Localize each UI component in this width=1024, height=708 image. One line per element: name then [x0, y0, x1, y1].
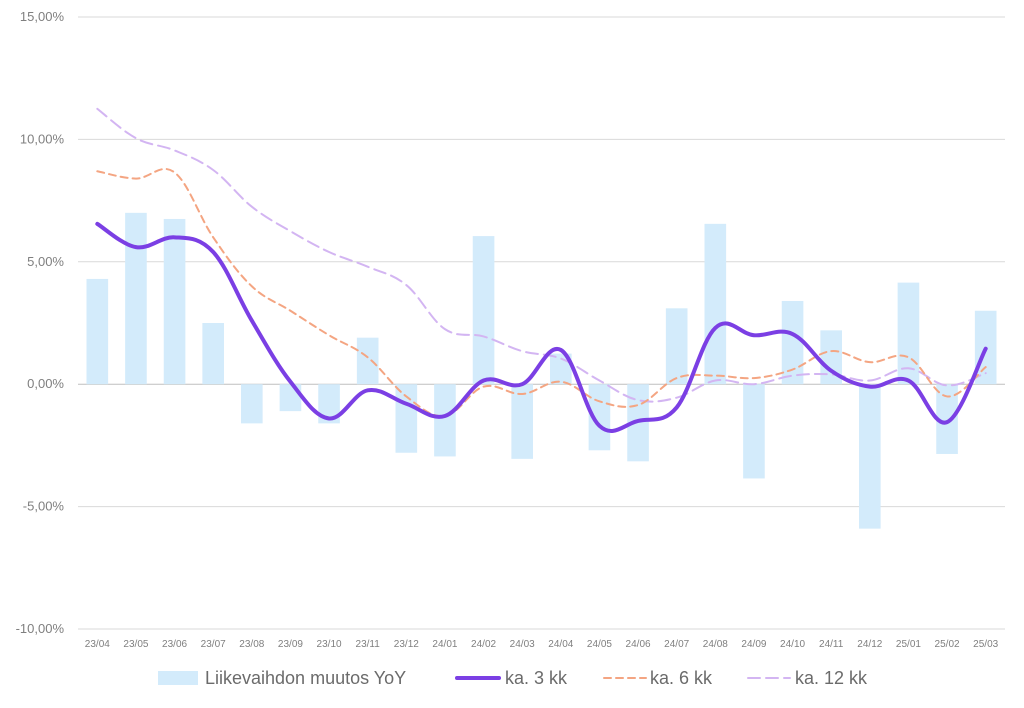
legend-label: ka. 12 kk	[795, 668, 868, 688]
y-tick-label: 15,00%	[20, 9, 65, 24]
x-tick-label: 24/07	[664, 639, 689, 650]
legend-label: ka. 6 kk	[650, 668, 713, 688]
bar	[125, 212, 147, 385]
x-tick-label: 24/09	[741, 639, 766, 650]
x-tick-label: 24/12	[857, 639, 882, 650]
x-tick-label: 24/11	[819, 639, 844, 650]
x-tick-label: 24/01	[432, 639, 457, 650]
legend-swatch	[158, 671, 198, 685]
legend-label: Liikevaihdon muutos YoY	[205, 668, 406, 688]
bar	[279, 384, 302, 412]
bars	[86, 212, 997, 529]
x-tick-label: 24/04	[548, 639, 573, 650]
bar	[588, 384, 611, 451]
x-tick-label: 24/05	[587, 639, 612, 650]
bar	[202, 323, 225, 385]
x-tick-label: 23/09	[278, 639, 303, 650]
bar	[472, 236, 495, 385]
y-tick-label: -5,00%	[23, 499, 65, 514]
x-tick-label: 24/02	[471, 639, 496, 650]
bar	[704, 223, 727, 385]
bar	[820, 330, 843, 385]
x-tick-label: 23/12	[394, 639, 419, 650]
x-tick-label: 25/02	[935, 639, 960, 650]
lines	[95, 107, 988, 433]
legend-label: ka. 3 kk	[505, 668, 568, 688]
bar	[897, 282, 920, 385]
bar	[781, 300, 804, 385]
y-tick-label: 5,00%	[27, 254, 64, 269]
x-tick-label: 25/03	[973, 639, 998, 650]
y-tick-label: 10,00%	[20, 131, 65, 146]
bar	[240, 384, 263, 424]
x-tick-label: 23/06	[162, 639, 187, 650]
x-tick-label: 23/07	[201, 639, 226, 650]
bar	[318, 384, 340, 424]
y-tick-label: -10,00%	[16, 621, 65, 636]
x-tick-label: 24/10	[780, 639, 805, 650]
x-tick-label: 24/08	[703, 639, 728, 650]
bar	[936, 384, 958, 454]
x-tick-label: 24/03	[510, 639, 535, 650]
y-axis: -10,00% -5,00% 0,00% 5,00% 10,00% 15,00%	[16, 9, 65, 636]
bar	[395, 384, 418, 453]
bar	[665, 308, 688, 385]
bar	[356, 337, 379, 385]
x-axis: 23/04 23/05 23/06 23/07 23/08 23/09 23/10 23/11…	[85, 639, 999, 650]
x-tick-label: 23/10	[317, 639, 342, 650]
x-tick-label: 23/08	[239, 639, 264, 650]
gridlines	[78, 16, 1005, 630]
series-line-3kk	[95, 221, 988, 433]
x-tick-label: 23/11	[356, 639, 381, 650]
x-tick-label: 25/01	[896, 639, 921, 650]
y-tick-label: 0,00%	[27, 376, 64, 391]
series-line-6kk	[96, 167, 987, 418]
legend: Liikevaihdon muutos YoY ka. 3 kk ka. 6 kk k…	[158, 668, 868, 688]
bar	[163, 218, 186, 385]
x-tick-label: 24/06	[626, 639, 651, 650]
bar	[511, 384, 534, 459]
series-line-12kk	[96, 107, 987, 403]
bar	[434, 384, 456, 457]
bar	[743, 384, 765, 479]
x-tick-label: 23/04	[85, 639, 110, 650]
bar	[858, 384, 881, 529]
x-tick-label: 23/05	[123, 639, 148, 650]
bar	[86, 278, 109, 385]
